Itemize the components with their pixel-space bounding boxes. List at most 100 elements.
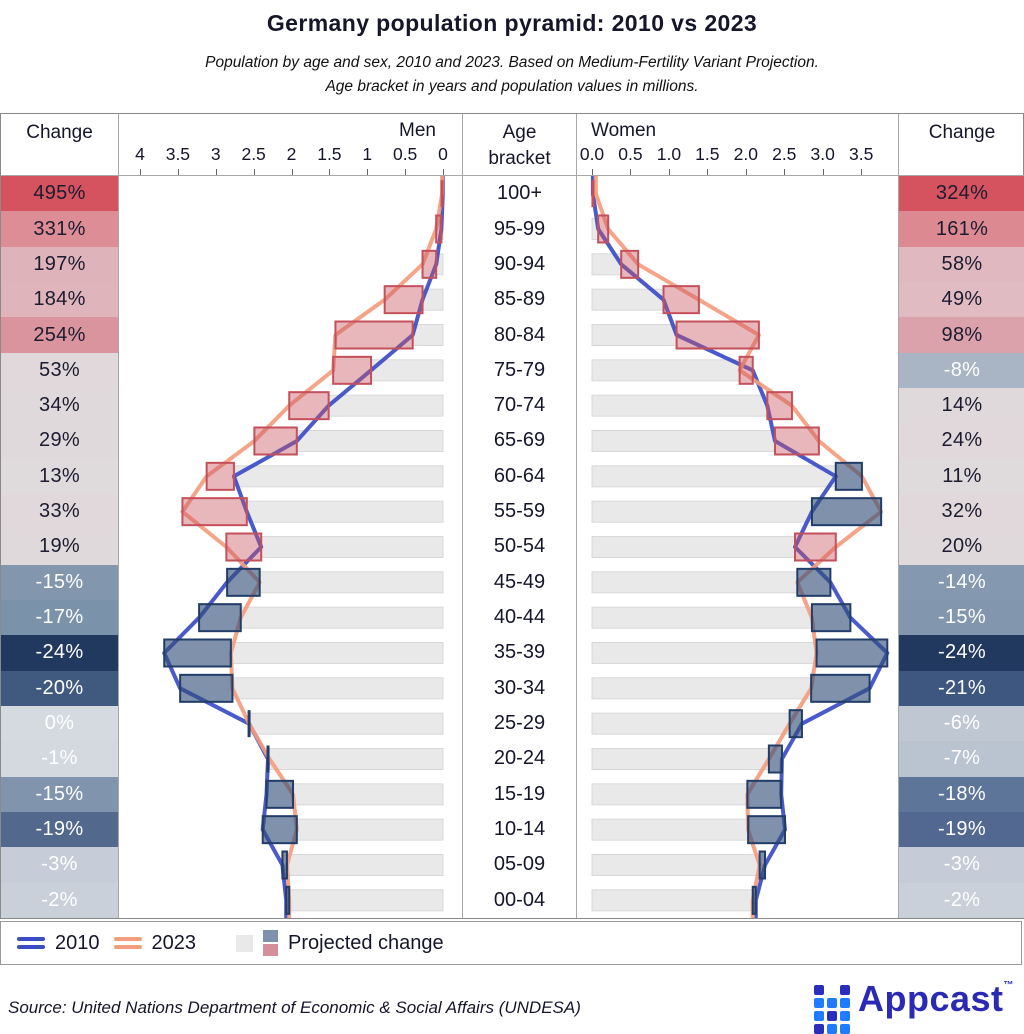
change-box <box>738 355 754 385</box>
axis-tick-mark <box>215 169 217 176</box>
change-box <box>662 285 700 315</box>
axis-tick-label: 0.5 <box>618 144 643 165</box>
base-bar <box>292 783 444 806</box>
change-cell: -3% <box>899 847 1024 883</box>
base-bar <box>296 430 444 453</box>
change-box <box>226 567 261 597</box>
bar-swatch-icon <box>236 934 253 952</box>
axis-tick-mark <box>745 169 747 176</box>
appcast-grid-column <box>813 985 824 1034</box>
change-box <box>179 673 234 703</box>
axis-tick-mark <box>592 169 593 176</box>
change-cell: 254% <box>1 317 118 353</box>
base-bar <box>591 571 798 594</box>
change-box <box>288 391 330 421</box>
age-bracket-label: 100+ <box>463 176 576 212</box>
base-bar <box>248 712 444 735</box>
base-bar <box>296 818 444 841</box>
change-cell: -17% <box>1 599 118 636</box>
appcast-grid-square <box>813 985 824 996</box>
axis-tick-label: 2.5 <box>241 144 266 165</box>
base-bar <box>288 889 444 912</box>
age-header-line1: Age <box>502 122 537 144</box>
change-box <box>285 885 291 915</box>
appcast-grid-square <box>839 985 850 996</box>
appcast-grid-column <box>839 985 850 1034</box>
change-cell: -21% <box>899 670 1024 706</box>
women-plot <box>577 176 898 919</box>
base-bar <box>591 748 770 771</box>
axis-tick-mark <box>367 169 369 176</box>
trademark-symbol: ™ <box>1003 980 1014 992</box>
appcast-grid-icon <box>813 981 850 1034</box>
change-box <box>163 638 232 668</box>
axis-tick-label: 1.5 <box>317 144 342 165</box>
change-cell: 11% <box>899 458 1024 494</box>
base-bar <box>591 465 837 488</box>
change-left-header: Change <box>1 114 118 177</box>
axis-tick-mark <box>707 169 709 176</box>
axis-tick-mark <box>329 169 331 176</box>
change-box <box>435 214 443 244</box>
axis-tick-mark <box>630 169 632 176</box>
age-bracket-label: 60-64 <box>463 458 576 494</box>
change-cell: 13% <box>1 458 118 494</box>
women-panel: Women 0.0 0.5 1.0 1.5 2.0 2.5 3.0 3.5 <box>577 114 899 919</box>
appcast-grid-square <box>839 1011 850 1022</box>
change-cell: 495% <box>1 176 118 212</box>
axis-tick-mark <box>177 169 179 176</box>
base-bar <box>231 677 444 700</box>
base-bar <box>591 500 813 523</box>
change-cell: 20% <box>899 529 1024 565</box>
change-box <box>334 320 414 350</box>
base-bar <box>591 430 776 453</box>
change-cell: -20% <box>1 670 118 706</box>
change-box <box>265 779 295 809</box>
change-cell: 184% <box>1 282 118 318</box>
change-tick <box>247 710 251 738</box>
base-bar <box>591 677 812 700</box>
base-bar <box>240 606 444 629</box>
change-box <box>747 815 787 845</box>
age-bracket-label: 05-09 <box>463 847 576 883</box>
change-cell: -14% <box>899 564 1024 600</box>
women-axis-header: Women 0.0 0.5 1.0 1.5 2.0 2.5 3.0 3.5 <box>577 114 898 177</box>
axis-tick-label: 0.5 <box>392 144 418 165</box>
base-bar <box>412 324 444 347</box>
change-box <box>181 497 248 527</box>
legend-2023-label: 2023 <box>151 931 197 954</box>
change-box <box>261 815 298 845</box>
age-cells: 100+ 95-99 90-94 85-89 80-84 75-79 70-74 65-69 6… <box>463 176 576 918</box>
change-tick <box>591 180 595 208</box>
base-bar <box>269 748 444 771</box>
age-bracket-label: 50-54 <box>463 529 576 565</box>
age-header-line2: bracket <box>488 147 551 169</box>
base-bar <box>591 536 796 559</box>
base-bar <box>591 642 818 665</box>
age-bracket-label: 00-04 <box>463 882 576 918</box>
age-bracket-label: 15-19 <box>463 776 576 812</box>
axis-tick-label: 4 <box>135 144 145 165</box>
pyramid-table: Change 495% 331% 197% 184% 254% 53% 34% 29% 13% 3… <box>0 113 1024 920</box>
change-box <box>810 603 852 633</box>
change-box <box>810 497 883 527</box>
change-cell: -8% <box>899 352 1024 388</box>
men-axis-header: Men 4 3.5 3 2.5 2 1.5 1 0.5 0 <box>119 114 462 177</box>
men-change-cells: 495% 331% 197% 184% 254% 53% 34% 29% 13% 33% 19% -1… <box>1 176 118 918</box>
change-box <box>810 673 871 703</box>
appcast-wordmark: Appcast™ <box>857 978 1014 1020</box>
legend-item-2023: 2023 <box>113 931 197 955</box>
change-column-men: Change 495% 331% 197% 184% 254% 53% 34% 29% 13% 3… <box>1 114 119 919</box>
axis-tick-label: 3.0 <box>810 144 835 165</box>
men-panel: Men 4 3.5 3 2.5 2 1.5 1 0.5 0 <box>119 114 463 919</box>
age-bracket-label: 10-14 <box>463 811 576 848</box>
change-box <box>383 285 424 315</box>
age-bracket-label: 90-94 <box>463 246 576 283</box>
axis-tick-label: 3.5 <box>165 144 191 165</box>
change-cell: 49% <box>899 282 1024 318</box>
change-cell: -15% <box>1 776 118 812</box>
women-change-cells: 324% 161% 58% 49% 98% -8% 14% 24% 11% 32% 20% -14% -… <box>899 176 1024 918</box>
age-bracket-label: 35-39 <box>463 635 576 671</box>
men-plot <box>119 176 462 919</box>
appcast-grid-square <box>826 1024 837 1034</box>
